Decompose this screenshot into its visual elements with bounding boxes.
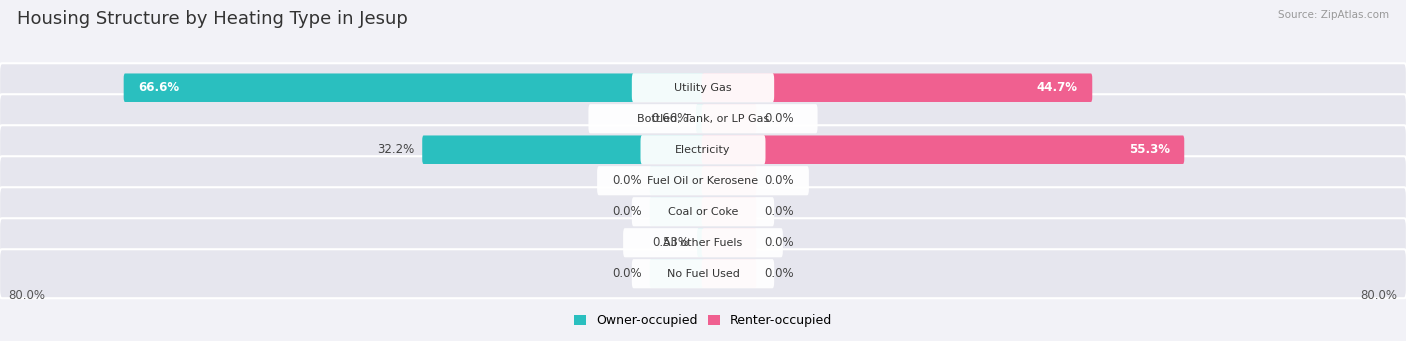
FancyBboxPatch shape bbox=[702, 135, 1184, 164]
FancyBboxPatch shape bbox=[702, 104, 756, 133]
FancyBboxPatch shape bbox=[0, 249, 1406, 298]
FancyBboxPatch shape bbox=[702, 166, 756, 195]
FancyBboxPatch shape bbox=[598, 166, 808, 195]
Text: 32.2%: 32.2% bbox=[378, 143, 415, 156]
Text: 0.0%: 0.0% bbox=[763, 267, 793, 280]
FancyBboxPatch shape bbox=[0, 94, 1406, 143]
FancyBboxPatch shape bbox=[702, 260, 756, 288]
Text: All other Fuels: All other Fuels bbox=[664, 238, 742, 248]
Text: No Fuel Used: No Fuel Used bbox=[666, 269, 740, 279]
Text: 0.0%: 0.0% bbox=[613, 267, 643, 280]
Text: Bottled, Tank, or LP Gas: Bottled, Tank, or LP Gas bbox=[637, 114, 769, 124]
FancyBboxPatch shape bbox=[702, 228, 756, 257]
FancyBboxPatch shape bbox=[650, 260, 704, 288]
Text: 0.0%: 0.0% bbox=[763, 236, 793, 249]
Text: 0.0%: 0.0% bbox=[613, 174, 643, 187]
Text: 0.66%: 0.66% bbox=[651, 112, 689, 125]
FancyBboxPatch shape bbox=[124, 73, 704, 102]
Text: 0.53%: 0.53% bbox=[652, 236, 690, 249]
Text: Utility Gas: Utility Gas bbox=[675, 83, 731, 93]
FancyBboxPatch shape bbox=[0, 125, 1406, 174]
FancyBboxPatch shape bbox=[631, 197, 775, 226]
Legend: Owner-occupied, Renter-occupied: Owner-occupied, Renter-occupied bbox=[568, 309, 838, 332]
Text: Coal or Coke: Coal or Coke bbox=[668, 207, 738, 217]
Text: Electricity: Electricity bbox=[675, 145, 731, 155]
Text: 0.0%: 0.0% bbox=[763, 112, 793, 125]
FancyBboxPatch shape bbox=[589, 104, 817, 133]
Text: 44.7%: 44.7% bbox=[1038, 81, 1078, 94]
Text: Housing Structure by Heating Type in Jesup: Housing Structure by Heating Type in Jes… bbox=[17, 10, 408, 28]
FancyBboxPatch shape bbox=[631, 259, 775, 288]
FancyBboxPatch shape bbox=[0, 63, 1406, 112]
FancyBboxPatch shape bbox=[697, 228, 704, 257]
FancyBboxPatch shape bbox=[696, 104, 704, 133]
Text: 80.0%: 80.0% bbox=[8, 289, 45, 302]
FancyBboxPatch shape bbox=[702, 197, 756, 226]
FancyBboxPatch shape bbox=[650, 197, 704, 226]
FancyBboxPatch shape bbox=[650, 166, 704, 195]
FancyBboxPatch shape bbox=[641, 135, 765, 164]
Text: 0.0%: 0.0% bbox=[763, 174, 793, 187]
FancyBboxPatch shape bbox=[422, 135, 704, 164]
FancyBboxPatch shape bbox=[0, 218, 1406, 267]
Text: 80.0%: 80.0% bbox=[1361, 289, 1398, 302]
Text: Fuel Oil or Kerosene: Fuel Oil or Kerosene bbox=[647, 176, 759, 186]
Text: 55.3%: 55.3% bbox=[1129, 143, 1170, 156]
FancyBboxPatch shape bbox=[0, 187, 1406, 236]
FancyBboxPatch shape bbox=[631, 73, 775, 102]
Text: Source: ZipAtlas.com: Source: ZipAtlas.com bbox=[1278, 10, 1389, 20]
FancyBboxPatch shape bbox=[702, 73, 1092, 102]
Text: 0.0%: 0.0% bbox=[763, 205, 793, 218]
Text: 66.6%: 66.6% bbox=[138, 81, 179, 94]
Text: 0.0%: 0.0% bbox=[613, 205, 643, 218]
FancyBboxPatch shape bbox=[0, 156, 1406, 205]
FancyBboxPatch shape bbox=[623, 228, 783, 257]
